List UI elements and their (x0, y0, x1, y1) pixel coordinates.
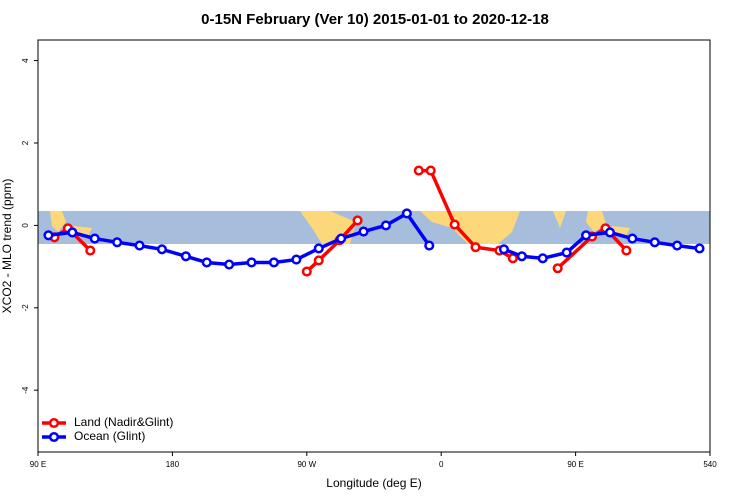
data-point (224, 259, 235, 270)
x-axis-label: Longitude (deg E) (326, 476, 421, 490)
series-line (503, 230, 700, 261)
data-point (424, 240, 435, 251)
data-point (201, 257, 212, 268)
data-point (313, 255, 324, 266)
series-line (305, 219, 359, 273)
x-tick-label: 180 (166, 460, 180, 469)
data-point (498, 244, 509, 255)
data-point (336, 233, 347, 244)
y-tick-label: 0 (21, 223, 30, 228)
data-point (413, 165, 424, 176)
data-point (561, 247, 572, 258)
x-tick-label: 0 (439, 460, 444, 469)
plot-frame (37, 39, 711, 453)
data-point (85, 245, 96, 256)
data-point (291, 254, 302, 265)
data-point (352, 215, 363, 226)
data-point (604, 227, 615, 238)
data-point (380, 220, 391, 231)
data-point (449, 219, 460, 230)
y-tick-label: -2 (21, 304, 30, 312)
data-point (180, 251, 191, 262)
data-point (246, 257, 257, 268)
legend-marker (48, 417, 60, 429)
data-point (268, 257, 279, 268)
legend-label: Land (Nadir&Glint) (74, 415, 173, 429)
y-tick-label: -4 (21, 386, 30, 394)
data-point (621, 245, 632, 256)
data-point (516, 251, 527, 262)
data-point (134, 240, 145, 251)
data-point (537, 253, 548, 264)
legend: Land (Nadir&Glint)Ocean (Glint) (42, 415, 173, 443)
data-point (627, 233, 638, 244)
data-point (470, 242, 481, 253)
data-point (401, 208, 412, 219)
data-point (672, 240, 683, 251)
y-tick-label: 4 (21, 58, 30, 63)
data-point (425, 165, 436, 176)
legend-label: Ocean (Glint) (74, 429, 145, 443)
map-band (38, 211, 710, 244)
data-point (156, 244, 167, 255)
data-point (581, 230, 592, 241)
data-point (301, 266, 312, 277)
x-tick-label: 90 W (297, 460, 316, 469)
x-tick-label: 90 E (30, 460, 46, 469)
data-point (43, 230, 54, 241)
x-tick-label: 540 (703, 460, 717, 469)
data-point (89, 233, 100, 244)
y-tick-label: 2 (21, 140, 30, 145)
chart-title: 0-15N February (Ver 10) 2015-01-01 to 20… (201, 11, 549, 28)
x-tick-label: 90 E (567, 460, 583, 469)
data-point (313, 243, 324, 254)
data-point (112, 237, 123, 248)
data-point (649, 237, 660, 248)
y-axis-label: XCO2 - MLO trend (ppm) (0, 179, 14, 314)
legend-marker (48, 431, 60, 443)
data-point (358, 226, 369, 237)
data-point (694, 243, 705, 254)
data-point (67, 227, 78, 238)
data-point (552, 263, 563, 274)
